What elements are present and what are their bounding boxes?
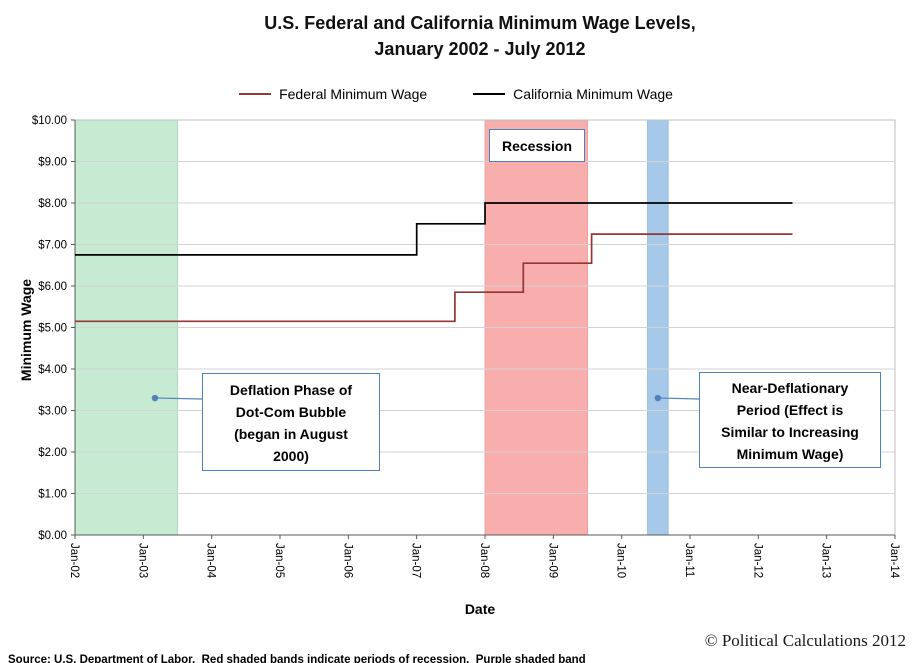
series-line <box>75 233 793 323</box>
x-axis-title: Date <box>464 601 496 617</box>
x-tick-label: Jan-10 <box>615 543 627 578</box>
dotcom-callout-line3: (began in August <box>234 426 348 442</box>
x-tick-label: Jan-09 <box>546 543 558 578</box>
x-tick-label: Jan-05 <box>273 543 285 578</box>
dotcom-callout-box: Deflation Phase of Dot-Com Bubble (began… <box>202 373 380 471</box>
copyright-text: © Political Calculations 2012 <box>704 631 906 650</box>
series-line <box>75 202 793 256</box>
x-tick-label: Jan-02 <box>68 543 80 578</box>
y-tick-label: $1.00 <box>38 489 67 501</box>
y-tick-label: $8.00 <box>38 198 67 210</box>
chart-title-line1: U.S. Federal and California Minimum Wage… <box>264 13 696 33</box>
y-tick-label: $9.00 <box>38 157 67 169</box>
near-deflation-callout-line4: Minimum Wage) <box>736 446 844 462</box>
y-tick-label: $3.00 <box>38 406 67 418</box>
recession-label: Recession <box>501 137 573 154</box>
california-line-swatch <box>473 93 506 95</box>
x-tick-label: Jan-07 <box>410 543 422 578</box>
y-axis-title: Minimum Wage <box>18 278 34 382</box>
chart-title-line2: January 2002 - July 2012 <box>374 39 586 59</box>
legend-label-california: California Minimum Wage <box>513 86 673 102</box>
callout-marker-dot <box>151 394 159 402</box>
x-tick-label: Jan-14 <box>888 543 900 579</box>
source-note: Source: U.S. Department of Labor. Red sh… <box>8 620 619 663</box>
legend-item-california: California Minimum Wage <box>473 86 673 102</box>
dotcom-callout-line4: 2000) <box>273 448 309 464</box>
callout-leader-line <box>157 397 203 400</box>
y-tick-label: $0.00 <box>38 530 67 542</box>
dotcom-callout-line2: Dot-Com Bubble <box>235 404 347 420</box>
callout-marker-dot <box>654 394 662 402</box>
callout-leader-line <box>660 397 700 400</box>
y-tick-label: $6.00 <box>38 281 67 293</box>
y-tick-label: $2.00 <box>38 447 67 459</box>
source-note-line1: Source: U.S. Department of Labor. Red sh… <box>8 654 586 663</box>
legend: Federal Minimum Wage California Minimum … <box>0 86 912 102</box>
x-tick-label: Jan-11 <box>683 543 695 577</box>
chart-title: U.S. Federal and California Minimum Wage… <box>48 10 912 62</box>
x-tick-label: Jan-12 <box>751 543 763 578</box>
y-tick-label: $5.00 <box>38 323 67 335</box>
near-deflation-callout-box: Near-Deflationary Period (Effect is Simi… <box>699 372 881 468</box>
x-tick-label: Jan-06 <box>341 543 353 578</box>
y-tick-label: $7.00 <box>38 240 67 252</box>
x-tick-label: Jan-13 <box>820 543 832 578</box>
near-deflation-callout-line2: Period (Effect is <box>736 402 844 418</box>
dotcom-callout-line1: Deflation Phase of <box>229 382 353 398</box>
y-tick-label: $10.00 <box>32 115 67 127</box>
y-tick-label: $4.00 <box>38 364 67 376</box>
legend-item-federal: Federal Minimum Wage <box>239 86 427 102</box>
near-deflation-callout-line1: Near-Deflationary <box>731 380 849 396</box>
legend-label-federal: Federal Minimum Wage <box>279 86 428 102</box>
near-deflation-callout-line3: Similar to Increasing <box>721 424 859 440</box>
federal-line-swatch <box>239 93 272 95</box>
recession-label-box: Recession <box>489 129 585 162</box>
x-tick-label: Jan-08 <box>478 543 490 578</box>
x-tick-label: Jan-03 <box>136 543 148 578</box>
x-tick-label: Jan-04 <box>205 543 217 579</box>
